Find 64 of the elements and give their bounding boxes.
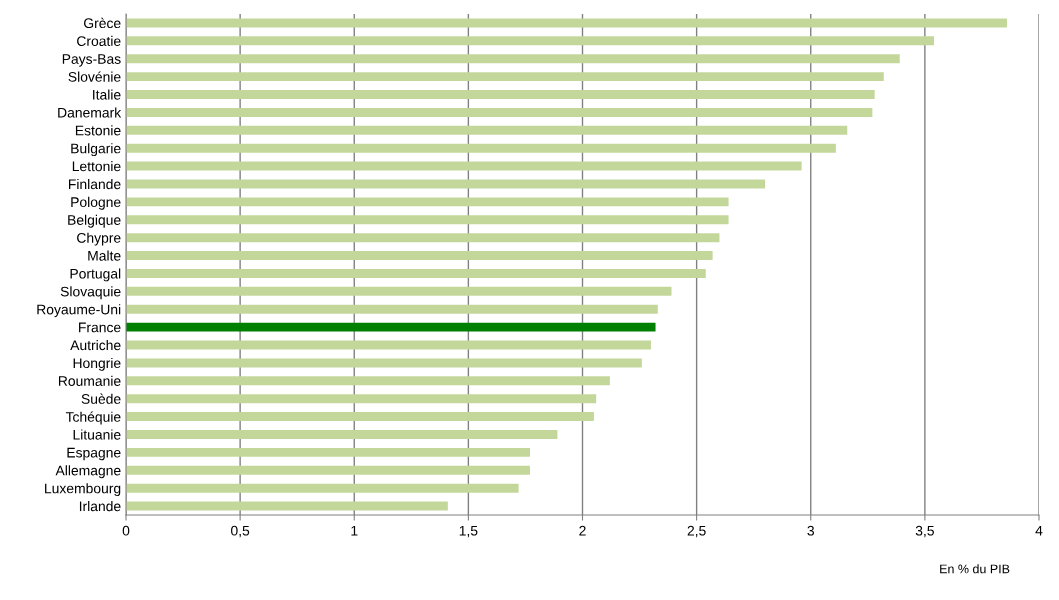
bar [126, 161, 802, 171]
y-tick-label: Danemark [58, 107, 122, 118]
x-tick-label: 2 [579, 525, 586, 536]
x-tick-label: 2,5 [687, 525, 706, 538]
y-tick-label: Irlande [79, 501, 121, 512]
bar [126, 501, 448, 511]
bar [126, 447, 530, 457]
x-tick-label: 1 [351, 525, 358, 536]
bar [126, 286, 672, 296]
y-tick-label: Suède [81, 393, 121, 404]
x-tick-label: 1,5 [459, 525, 478, 538]
bar [126, 215, 729, 225]
text: En % du PIB [940, 564, 1010, 574]
y-tick-label: Tchéquie [65, 411, 121, 425]
y-tick-label: Pays-Bas [62, 54, 121, 67]
y-tick-label: Pologne [71, 196, 121, 210]
bar [126, 412, 594, 422]
bar [126, 304, 658, 314]
x-tick-label: 3 [807, 525, 814, 536]
x-tick-label: 0,5 [231, 525, 250, 538]
x-tick-label: 0 [122, 525, 130, 536]
y-tick-label: Bulgarie [71, 143, 121, 157]
bar [126, 483, 519, 493]
bar [126, 54, 900, 64]
y-tick-label: Italie [93, 89, 121, 100]
bar [126, 143, 836, 153]
y-tick-label: Lituanie [73, 429, 121, 440]
bar [126, 251, 713, 261]
bar [126, 233, 720, 243]
y-tick-label: Hongrie [73, 357, 121, 371]
y-tick-label: Estonie [75, 125, 121, 136]
bar [126, 72, 884, 82]
y-tick-label: Autriche [70, 339, 121, 351]
bar [126, 268, 706, 278]
y-tick-label: Allemagne [55, 465, 121, 479]
y-tick-label: Portugal [70, 268, 121, 282]
y-tick-label: Croatie [77, 35, 121, 47]
y-tick-label: Malte [88, 250, 121, 261]
bar [126, 197, 729, 207]
y-tick-label: Luxembourg [45, 483, 121, 497]
bar [126, 107, 873, 117]
bar [126, 322, 656, 332]
y-tick-label: Espagne [67, 447, 121, 461]
y-tick-label: France [79, 322, 121, 333]
y-tick-label: Lettonie [72, 161, 121, 172]
bar [126, 90, 875, 99]
bar [126, 430, 558, 439]
y-tick-label: Slovénie [68, 71, 121, 82]
y-tick-label: Slovaquie [60, 286, 121, 300]
bar [126, 465, 530, 475]
y-tick-label: Grèce [84, 17, 121, 29]
y-tick-label: Roumanie [58, 375, 121, 386]
bar [126, 376, 610, 386]
x-tick-label: 3,5 [915, 525, 934, 538]
bar [126, 36, 935, 46]
y-tick-label: Chypre [77, 232, 121, 246]
y-tick-label: Royaume-Uni [37, 304, 121, 318]
y-tick-label: Belgique [68, 214, 121, 228]
bar [126, 358, 642, 368]
bar [126, 125, 848, 135]
y-tick-label: Finlande [69, 178, 121, 190]
bar [126, 394, 597, 404]
x-tick-label: 4 [1035, 525, 1043, 536]
bar [126, 18, 1008, 28]
